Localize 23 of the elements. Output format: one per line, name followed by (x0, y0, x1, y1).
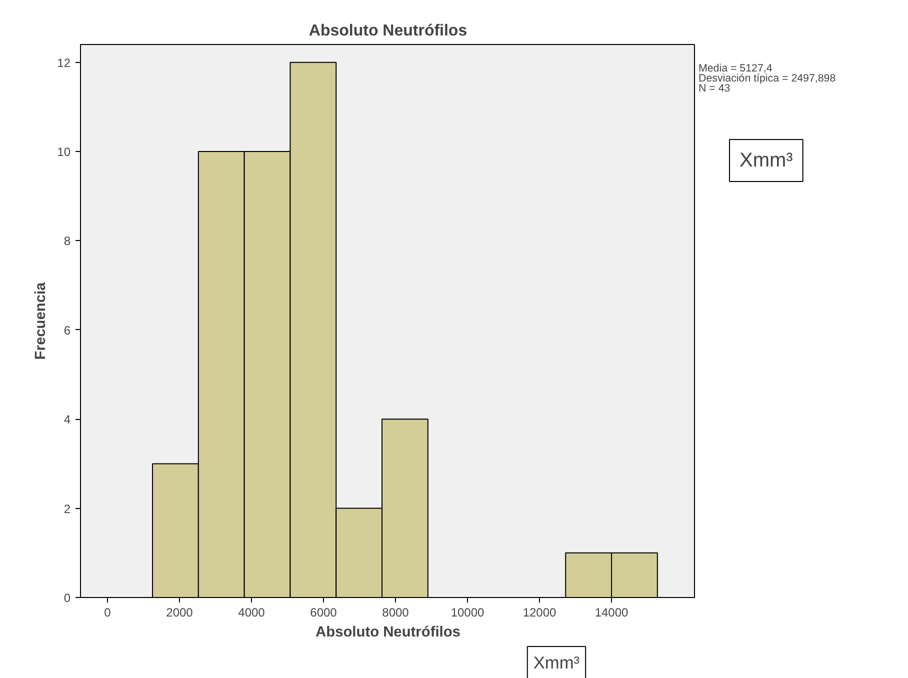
y-tick-label: 4 (64, 412, 71, 427)
x-tick-label: 12000 (522, 606, 557, 620)
y-tick-label: 2 (64, 502, 71, 516)
text: Xmm³ (533, 652, 580, 672)
x-tick-label: 2000 (166, 606, 194, 620)
x-tick-label: 14000 (594, 606, 629, 620)
y-tick-label: 6 (64, 323, 71, 338)
y-axis-title: Frecuencia (33, 281, 50, 360)
x-tick-label: 0 (104, 606, 112, 620)
y-tick-label: 12 (57, 56, 71, 70)
text: Xmm³ (740, 150, 794, 172)
y-tick-label: 10 (57, 145, 71, 160)
text: Media = 5127,4 (698, 62, 772, 74)
text: Desviación típica = 2497,898 (698, 72, 836, 84)
chart-title: Absoluto Neutrófilos (308, 22, 468, 40)
x-tick-label: 10000 (450, 606, 485, 620)
x-tick-label: 6000 (310, 606, 338, 620)
y-tick-label: 0 (64, 591, 71, 605)
x-axis-title: Absoluto Neutrófilos (316, 624, 460, 640)
y-tick-label: 8 (64, 234, 71, 248)
x-tick-label: 4000 (238, 606, 266, 620)
x-tick-label: 8000 (382, 606, 410, 620)
text: N = 43 (698, 82, 730, 94)
